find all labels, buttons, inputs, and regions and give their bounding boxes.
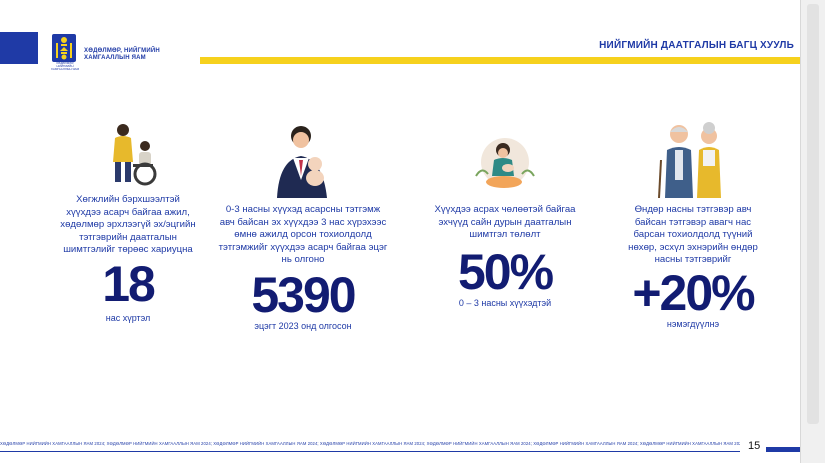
stat-caption: эцэгт 2023 онд олгосон	[254, 320, 352, 331]
scrollbar-thumb[interactable]	[807, 4, 819, 424]
corner-accent-block	[0, 32, 38, 64]
header-yellow-bar	[200, 57, 800, 64]
column-description: Өндөр насны тэтгэвэр авч байсан тэтгэвэр…	[628, 204, 758, 265]
stat-caption: нэмэгдүүлнэ	[666, 318, 720, 329]
ministry-name-line1: ХӨДӨЛМӨР, НИЙГМИЙН	[84, 48, 160, 54]
footer-accent-block	[766, 447, 800, 452]
soyombo-emblem-icon	[52, 34, 76, 68]
column-description: Хөгжлийн бэрхшээлтэй хүүхдээ асарч байга…	[60, 194, 196, 255]
column-description: 0-3 насны хүүхэд асарсны тэтгэмж авч бай…	[218, 204, 388, 265]
elderly-couple-icon	[653, 120, 733, 198]
column-survivor-pension: Өндөр насны тэтгэвэр авч байсан тэтгэвэр…	[618, 120, 768, 329]
slide: ХӨДӨЛМӨР, НИЙГМИЙН ХАМГААЛЛЫН ЯАМ ХӨДӨЛМ…	[0, 0, 800, 463]
stat-value: 50%	[457, 243, 554, 300]
footer-ticker: ХӨДӨЛМӨР НИЙГМИЙН ХАМГААЛЛЫН ЯАМ 2024; Х…	[0, 441, 740, 446]
ministry-name-line2: ХАМГААЛЛЫН ЯАМ	[84, 55, 146, 61]
column-description: Хүүхдээ асрах чөлөөтэй байгаа эхчүүд сай…	[434, 204, 576, 240]
stat-caption: нас хүртэл	[105, 312, 151, 323]
page-title: НИЙГМИЙН ДААТГАЛЫН БАГЦ ХУУЛЬ	[599, 40, 794, 51]
column-maternity-leave: Хүүхдээ асрах чөлөөтэй байгаа эхчүүд сай…	[430, 136, 580, 308]
stat-value: 5390	[251, 266, 356, 323]
stat-value: 18	[102, 255, 156, 312]
vertical-scrollbar[interactable]	[800, 0, 825, 463]
page-number: 15	[748, 440, 761, 452]
ministry-name: ХӨДӨЛМӨР, НИЙГМИЙН ХАМГААЛЛЫН ЯАМ	[84, 48, 160, 62]
stat-value: +20%	[632, 264, 755, 321]
mother-baby-icon	[470, 136, 540, 200]
father-baby-icon	[263, 120, 343, 198]
footer-line	[0, 451, 740, 452]
column-disabled-child-care: Хөгжлийн бэрхшээлтэй хүүхдээ асарч байга…	[58, 118, 198, 323]
emblem-caption: ХӨДӨЛМӨР, НИЙГМИЙН ХАМГААЛЛЫН ЯАМ	[50, 61, 80, 71]
stat-caption: 0 – 3 насны хүүхэдтэй	[458, 297, 552, 308]
wheelchair-family-icon	[93, 118, 163, 188]
column-childcare-allowance: 0-3 насны хүүхэд асарсны тэтгэмж авч бай…	[218, 120, 388, 331]
